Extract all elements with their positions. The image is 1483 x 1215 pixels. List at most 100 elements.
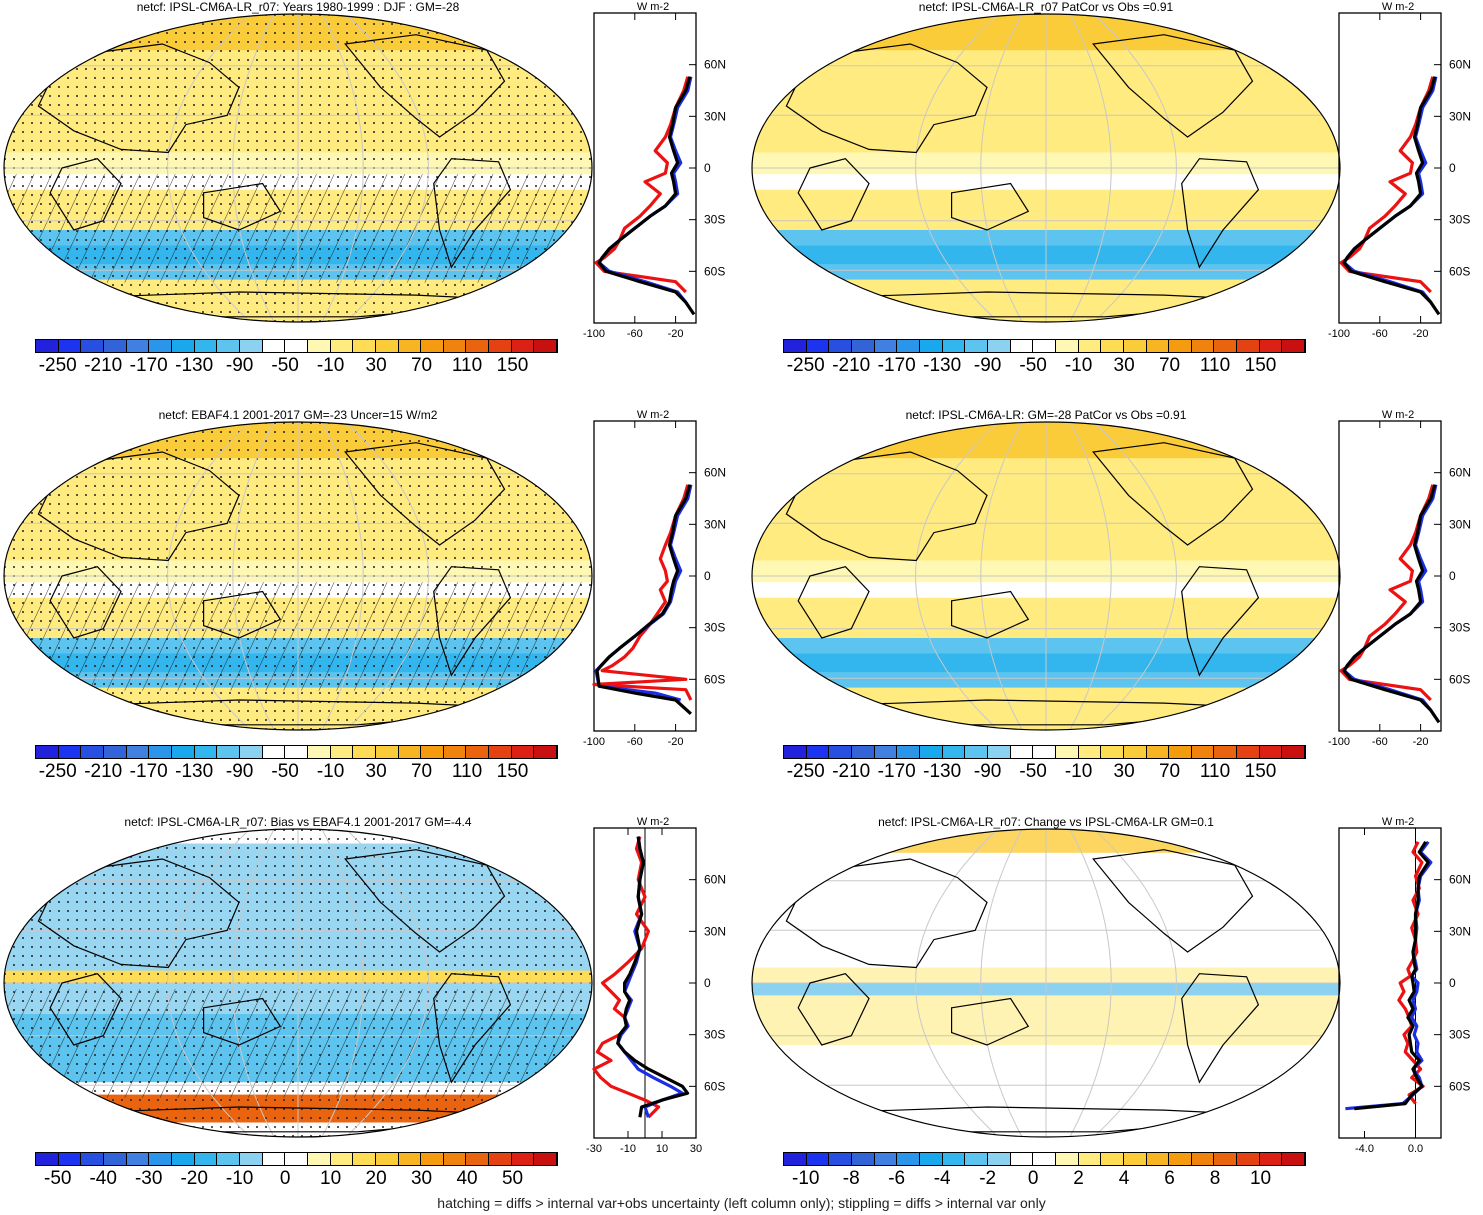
colorbar-swatch: [1214, 746, 1238, 758]
colorbar-label: -40: [89, 1168, 117, 1189]
meridian-gridline: [320, 422, 364, 730]
x-tick-label: -30: [586, 1143, 602, 1155]
colorbar-swatch: [375, 746, 399, 758]
colorbar-label: 30: [365, 761, 387, 782]
meridian-gridline: [1068, 829, 1112, 1137]
unit-label: W m-2: [637, 409, 669, 421]
colorbar-swatch: [81, 746, 104, 758]
colorbar-swatch: [511, 746, 535, 758]
unit-label: W m-2: [1382, 1, 1414, 13]
lat-tick-label: 30N: [1449, 517, 1471, 531]
coastline: [433, 158, 512, 269]
colorbar-swatch: [1078, 746, 1102, 758]
meridian-gridline: [980, 829, 1024, 1137]
colorbar-label: -6: [888, 1168, 906, 1189]
coastline: [433, 566, 512, 677]
zonal-series-red: [1339, 76, 1435, 294]
x-tick-label: -100: [1328, 736, 1350, 748]
colorbar-swatch: [784, 340, 807, 352]
lat-tick-label: 60S: [1449, 264, 1470, 278]
colorbar-labels: -250 -210 -170 -130 -90 -50 -10 30 70 110 150: [783, 355, 1306, 377]
meridian-gridline: [1068, 422, 1112, 730]
colorbar-swatch: [1169, 340, 1192, 352]
colorbar-label: 30: [365, 355, 387, 376]
lat-tick-label: 30N: [1449, 924, 1471, 938]
colorbar-swatch: [466, 1153, 490, 1165]
colorbar-swatch: [1259, 1153, 1283, 1165]
colorbar-swatch: [489, 1153, 512, 1165]
colorbar-label: -4: [933, 1168, 951, 1189]
robinson-map: [751, 13, 1341, 323]
robinson-map: [3, 421, 593, 731]
colorbar-swatch: [1078, 340, 1102, 352]
meridian-gridline: [1092, 829, 1177, 1137]
colorbar-label: -90: [225, 761, 254, 782]
meridian-gridline: [232, 14, 276, 322]
colorbar-label: -90: [973, 761, 1002, 782]
colorbar-label: 50: [501, 1168, 524, 1189]
x-tick-label: -4.0: [1355, 1143, 1374, 1155]
colorbar-swatch: [1282, 1153, 1306, 1165]
colorbar-swatch: [466, 340, 490, 352]
colorbar-label: -170: [877, 761, 916, 782]
colorbar-label: 30: [1113, 355, 1135, 376]
colorbar-label: -130: [175, 761, 214, 782]
colorbar-label: -130: [923, 355, 962, 376]
zonal-series-black: [616, 836, 690, 1118]
lat-tick-label: 30S: [704, 213, 725, 227]
meridian-gridline: [167, 14, 252, 322]
colorbar-swatch: [874, 340, 898, 352]
colorbar-label: -50: [44, 1168, 72, 1189]
colorbar-label: -10: [316, 355, 345, 376]
colorbar-label: 0: [279, 1168, 291, 1189]
coastline: [797, 158, 870, 231]
colorbar-label: 70: [1158, 761, 1181, 782]
colorbar-swatch: [897, 1153, 920, 1165]
x-tick-label: -60: [1372, 328, 1388, 340]
panel-title: netcf: IPSL-CM6A-LR_r07: Bias vs EBAF4.1…: [124, 815, 472, 829]
lat-tick-label: 60N: [704, 58, 726, 72]
colorbar-label: -250: [786, 761, 825, 782]
colorbar-label: 10: [1249, 1168, 1272, 1189]
colorbar-swatch: [262, 1153, 286, 1165]
lat-tick-label: 60N: [1449, 873, 1471, 887]
colorbar-swatch: [987, 1153, 1011, 1165]
colorbar: [35, 745, 558, 759]
colorbar-swatch: [1282, 340, 1306, 352]
colorbar-label: 110: [451, 761, 483, 782]
colorbar-swatch: [511, 340, 535, 352]
zonal-series-blue: [1342, 484, 1438, 712]
coastline: [203, 182, 282, 231]
colorbar-label: -170: [129, 355, 168, 376]
colorbar-label: -50: [271, 355, 299, 376]
colorbar-swatch: [217, 746, 240, 758]
colorbar-swatch: [171, 1153, 195, 1165]
colorbar-label: 4: [1118, 1168, 1130, 1189]
colorbar-swatch: [58, 340, 82, 352]
colorbar-swatch: [217, 1153, 240, 1165]
colorbar-swatch: [307, 1153, 331, 1165]
colorbar-label: -30: [134, 1168, 163, 1189]
lat-tick-label: 60N: [1449, 58, 1471, 72]
colorbar-label: -210: [832, 355, 871, 376]
colorbar-swatch: [421, 1153, 444, 1165]
colorbar-swatch: [1214, 340, 1238, 352]
lat-tick-label: 60N: [704, 873, 726, 887]
colorbar-swatch: [149, 340, 172, 352]
colorbar-swatch: [81, 340, 104, 352]
colorbar-label: -130: [175, 355, 214, 376]
colorbar-swatch: [1055, 340, 1079, 352]
colorbar-swatch: [353, 1153, 376, 1165]
colorbar-swatch: [1237, 340, 1260, 352]
x-tick-label: -20: [1413, 736, 1429, 748]
colorbar-swatch: [1101, 340, 1124, 352]
colorbar-swatch: [829, 746, 852, 758]
coastline: [344, 849, 506, 953]
coastline: [1181, 566, 1260, 677]
colorbar-swatch: [398, 1153, 422, 1165]
colorbar-labels: -250 -210 -170 -130 -90 -50 -10 30 70 110 150: [35, 355, 558, 377]
zonal-series-red: [1339, 484, 1435, 702]
zonal-mean-plot: W m-2 -4.0 0.0 60N 30N 0 30S 60S: [1338, 816, 1471, 1155]
colorbar-swatch: [1123, 746, 1147, 758]
coastline: [1181, 158, 1260, 269]
